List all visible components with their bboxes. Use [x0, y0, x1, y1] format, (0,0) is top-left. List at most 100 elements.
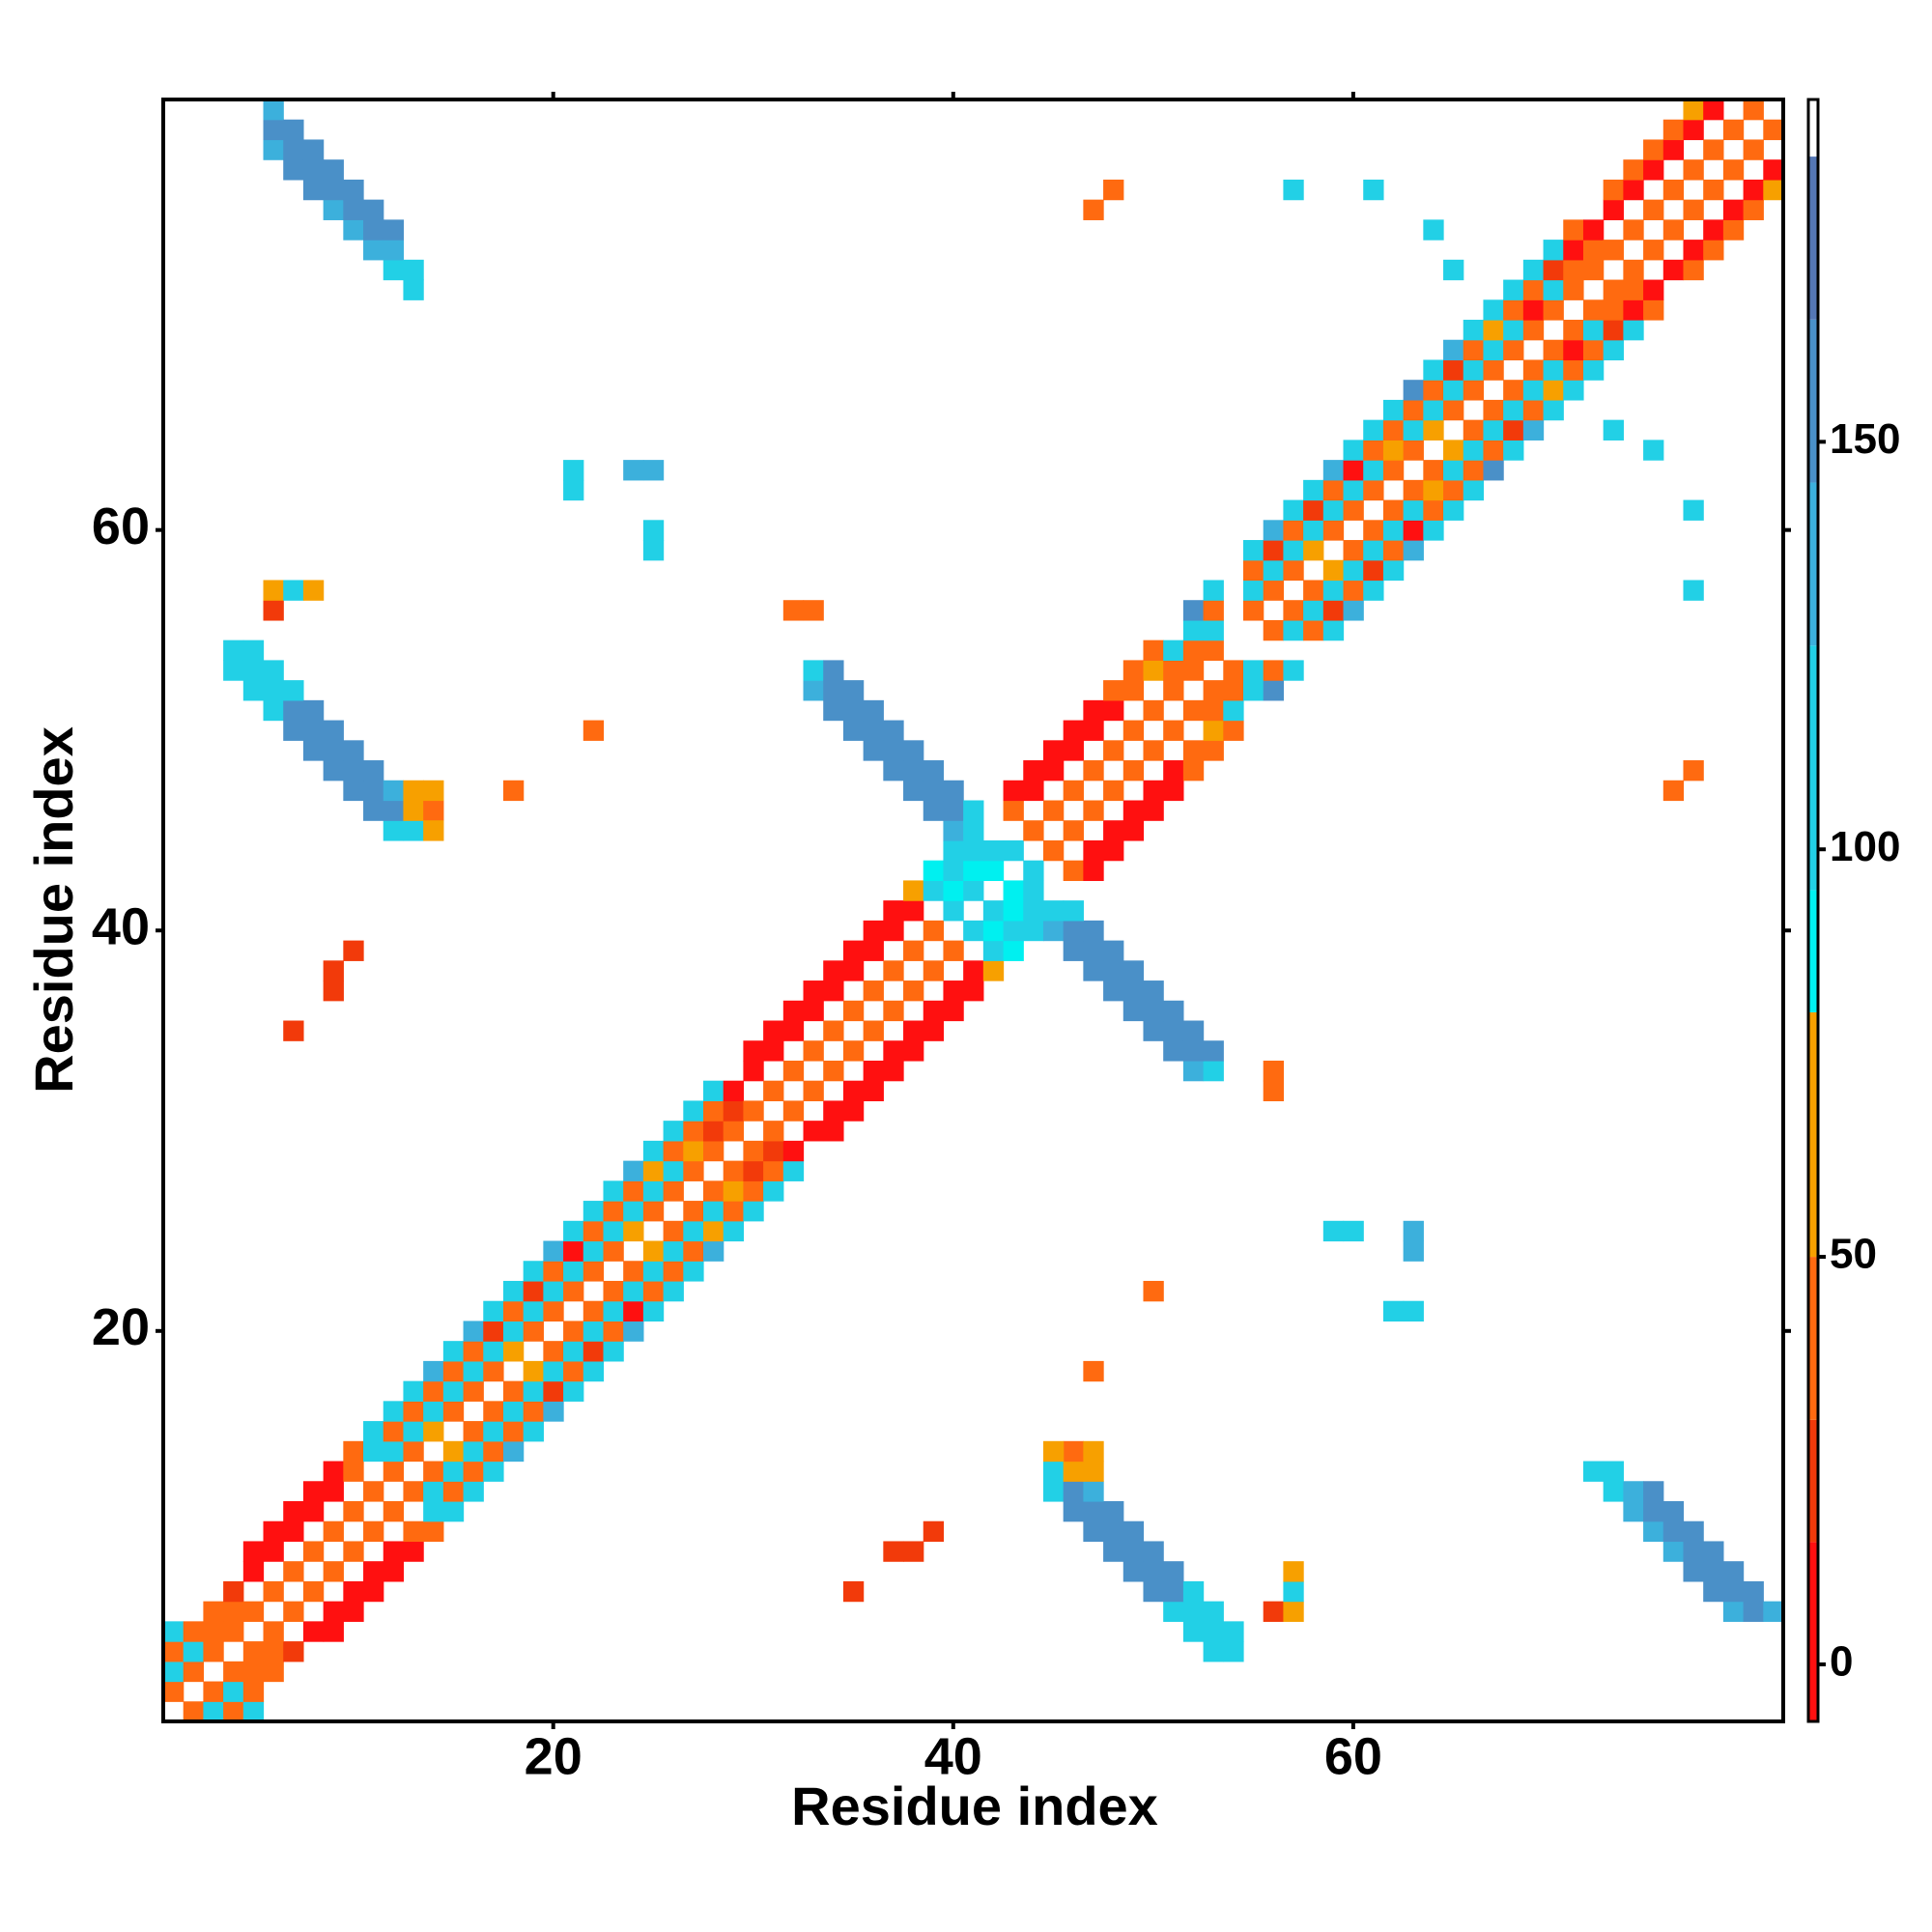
heatmap-cell: [1303, 600, 1324, 621]
heatmap-cell: [1582, 320, 1605, 341]
heatmap-cell: [242, 1561, 265, 1582]
heatmap-cell: [1122, 680, 1145, 701]
heatmap-cell: [863, 940, 884, 961]
heatmap-cell: [1163, 720, 1184, 741]
heatmap-cell: [242, 660, 265, 681]
heatmap-cell: [1382, 1300, 1405, 1322]
heatmap-cell: [1463, 479, 1485, 501]
heatmap-cell: [1382, 460, 1405, 481]
y-tick-label: 20: [92, 1298, 150, 1356]
heatmap-cell: [1582, 219, 1605, 241]
heatmap-cell: [1243, 559, 1264, 582]
heatmap-cell: [1122, 1541, 1145, 1562]
heatmap-cell: [842, 960, 865, 981]
colorbar-segment: [1808, 890, 1818, 1012]
heatmap-cell: [523, 1280, 544, 1302]
heatmap-cell: [1543, 380, 1564, 401]
heatmap-cell: [1322, 559, 1345, 582]
heatmap-cell: [1063, 900, 1084, 922]
heatmap-cell: [683, 1240, 704, 1262]
heatmap-cell: [663, 1280, 684, 1302]
heatmap-cell: [1603, 320, 1624, 341]
heatmap-cell: [1343, 440, 1364, 461]
heatmap-cell: [363, 240, 384, 261]
heatmap-cell: [1382, 399, 1405, 421]
heatmap-cell: [203, 1601, 224, 1622]
heatmap-cell: [183, 1641, 205, 1662]
heatmap-cell: [1363, 559, 1384, 582]
heatmap-cell: [423, 1401, 444, 1422]
heatmap-cell: [1283, 179, 1304, 201]
heatmap-cell: [442, 1481, 465, 1502]
heatmap-cell: [1443, 259, 1464, 281]
heatmap-cell: [683, 1201, 704, 1222]
heatmap-cell: [1403, 520, 1424, 541]
heatmap-cell: [1042, 1481, 1065, 1502]
heatmap-cell: [1522, 279, 1545, 300]
heatmap-cell: [363, 1481, 384, 1502]
heatmap-cell: [263, 699, 284, 722]
heatmap-cell: [1522, 299, 1545, 321]
heatmap-cell: [1763, 119, 1784, 141]
heatmap-cell: [442, 1380, 465, 1402]
heatmap-cell: [463, 1380, 484, 1402]
heatmap-cell: [1543, 259, 1564, 281]
heatmap-cell: [1643, 279, 1664, 300]
heatmap-cell: [842, 680, 865, 701]
heatmap-cell: [1203, 1060, 1224, 1082]
heatmap-cell: [1103, 960, 1124, 981]
colorbar-segment: [1808, 645, 1818, 891]
heatmap-cell: [1163, 780, 1184, 802]
heatmap-cell: [1382, 499, 1405, 521]
heatmap-cell: [1203, 1621, 1224, 1642]
heatmap-cell: [603, 1180, 624, 1202]
heatmap-cell: [1163, 639, 1184, 661]
heatmap-cell: [1403, 479, 1424, 501]
heatmap-cell: [1443, 460, 1464, 481]
heatmap-cell: [323, 1601, 344, 1622]
heatmap-cell: [363, 1421, 384, 1442]
heatmap-cell: [403, 820, 424, 841]
heatmap-cell: [683, 1261, 704, 1282]
heatmap-cell: [663, 1140, 684, 1162]
heatmap-cell: [1463, 339, 1485, 361]
heatmap-cell: [302, 179, 325, 201]
heatmap-cell: [1283, 520, 1304, 541]
heatmap-cell: [1403, 1300, 1424, 1322]
heatmap-cell: [383, 1401, 405, 1422]
heatmap-cell: [1143, 1580, 1164, 1603]
heatmap-cell: [1343, 499, 1364, 521]
heatmap-cell: [1703, 179, 1724, 201]
y-tick-label: 60: [92, 497, 150, 555]
heatmap-cell: [1522, 419, 1545, 440]
heatmap-cell: [563, 1261, 584, 1282]
heatmap-cell: [523, 1421, 544, 1442]
heatmap-cell: [1543, 359, 1564, 381]
colorbar-tick-label: 150: [1830, 415, 1900, 463]
heatmap-cell: [943, 839, 964, 862]
heatmap-cell: [283, 680, 304, 701]
heatmap-cell: [703, 1100, 724, 1122]
heatmap-cell: [1743, 179, 1764, 201]
heatmap-cell: [803, 980, 824, 1002]
heatmap-cell: [1722, 199, 1745, 220]
heatmap-cell: [283, 119, 304, 141]
heatmap-cell: [283, 1601, 304, 1622]
heatmap-cell: [703, 1220, 724, 1242]
colorbar: 0 50 100 150: [1806, 98, 1900, 1723]
heatmap-cell: [563, 1280, 584, 1302]
heatmap-cell: [1063, 1440, 1084, 1463]
heatmap-cell: [323, 1520, 344, 1543]
heatmap-cell: [923, 800, 945, 821]
heatmap-cell: [782, 1000, 805, 1022]
heatmap-cell: [1283, 559, 1304, 582]
heatmap-cell: [1283, 619, 1304, 641]
heatmap-cell: [842, 699, 865, 722]
heatmap-cell: [403, 279, 424, 300]
heatmap-cell: [763, 1140, 784, 1162]
heatmap-cell: [863, 720, 884, 741]
heatmap-cell: [323, 1461, 344, 1482]
heatmap-cell: [883, 760, 904, 781]
heatmap-cell: [1603, 179, 1624, 201]
heatmap-cell: [1483, 320, 1504, 341]
